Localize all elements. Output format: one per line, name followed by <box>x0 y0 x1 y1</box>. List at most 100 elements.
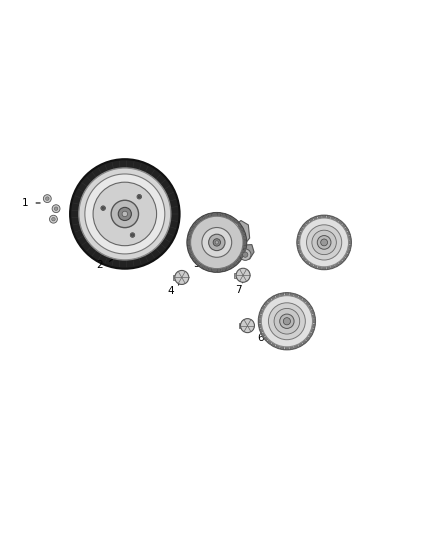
Polygon shape <box>300 253 304 257</box>
Polygon shape <box>285 347 289 350</box>
Polygon shape <box>173 275 182 280</box>
Polygon shape <box>212 213 216 216</box>
Polygon shape <box>308 305 312 310</box>
Circle shape <box>101 206 106 211</box>
Polygon shape <box>302 224 307 228</box>
Polygon shape <box>192 223 197 228</box>
Circle shape <box>240 319 254 333</box>
Polygon shape <box>195 261 200 265</box>
Circle shape <box>85 174 165 254</box>
Circle shape <box>122 211 127 217</box>
Polygon shape <box>230 263 235 269</box>
Polygon shape <box>217 213 221 216</box>
Polygon shape <box>322 215 326 218</box>
Polygon shape <box>298 231 302 236</box>
Circle shape <box>118 207 131 221</box>
Polygon shape <box>234 273 243 278</box>
Circle shape <box>312 230 336 255</box>
Polygon shape <box>318 266 321 269</box>
Polygon shape <box>222 213 226 217</box>
Polygon shape <box>226 265 230 270</box>
Polygon shape <box>258 324 262 328</box>
Circle shape <box>268 303 305 340</box>
Text: 2: 2 <box>96 260 103 270</box>
Circle shape <box>70 159 180 269</box>
Circle shape <box>208 234 225 251</box>
Polygon shape <box>222 268 226 272</box>
Polygon shape <box>348 245 351 249</box>
Polygon shape <box>190 253 194 259</box>
Polygon shape <box>308 333 312 337</box>
Polygon shape <box>290 346 293 350</box>
Circle shape <box>54 207 58 211</box>
Circle shape <box>191 216 243 269</box>
Polygon shape <box>342 257 346 261</box>
Polygon shape <box>294 294 298 298</box>
Circle shape <box>280 314 294 328</box>
Circle shape <box>202 228 232 257</box>
Polygon shape <box>300 228 304 231</box>
Polygon shape <box>311 328 314 333</box>
Polygon shape <box>226 245 254 259</box>
Polygon shape <box>305 260 310 264</box>
Polygon shape <box>297 241 300 244</box>
Circle shape <box>175 270 189 285</box>
Circle shape <box>93 182 156 246</box>
Polygon shape <box>237 257 241 262</box>
Polygon shape <box>192 257 197 262</box>
Circle shape <box>243 252 248 257</box>
Polygon shape <box>318 215 321 219</box>
Text: 4: 4 <box>167 286 174 296</box>
Polygon shape <box>309 263 313 266</box>
Polygon shape <box>302 298 307 303</box>
Polygon shape <box>258 314 262 318</box>
Polygon shape <box>264 302 268 306</box>
Circle shape <box>213 239 220 246</box>
Polygon shape <box>335 263 339 266</box>
Circle shape <box>274 309 300 334</box>
Polygon shape <box>339 260 343 264</box>
Polygon shape <box>237 223 241 228</box>
Polygon shape <box>327 266 330 269</box>
Circle shape <box>258 293 315 350</box>
Polygon shape <box>298 343 303 347</box>
Polygon shape <box>243 240 247 244</box>
Polygon shape <box>297 236 300 240</box>
Polygon shape <box>241 249 246 254</box>
Circle shape <box>49 215 57 223</box>
Polygon shape <box>233 219 238 224</box>
Polygon shape <box>345 228 348 231</box>
Polygon shape <box>203 265 208 270</box>
Circle shape <box>187 213 247 272</box>
Polygon shape <box>226 214 230 219</box>
Polygon shape <box>260 328 263 333</box>
Polygon shape <box>285 293 289 296</box>
Polygon shape <box>349 241 351 244</box>
Polygon shape <box>322 267 326 270</box>
Polygon shape <box>258 319 261 323</box>
Polygon shape <box>311 310 314 314</box>
Polygon shape <box>241 231 246 236</box>
Circle shape <box>102 207 104 209</box>
Polygon shape <box>280 293 284 296</box>
Polygon shape <box>239 323 247 328</box>
Polygon shape <box>346 249 350 253</box>
Polygon shape <box>208 268 212 272</box>
Circle shape <box>52 217 55 221</box>
Polygon shape <box>195 219 200 224</box>
Polygon shape <box>203 214 208 219</box>
Circle shape <box>307 225 342 260</box>
Text: 6: 6 <box>257 333 264 343</box>
Circle shape <box>79 168 171 260</box>
Polygon shape <box>187 236 191 240</box>
Circle shape <box>236 268 250 282</box>
Polygon shape <box>302 257 307 261</box>
Polygon shape <box>199 216 204 222</box>
Polygon shape <box>239 253 244 259</box>
Circle shape <box>297 215 351 270</box>
Polygon shape <box>331 216 335 220</box>
Circle shape <box>111 200 138 228</box>
Polygon shape <box>271 343 276 347</box>
Polygon shape <box>327 215 330 219</box>
Circle shape <box>138 196 141 198</box>
